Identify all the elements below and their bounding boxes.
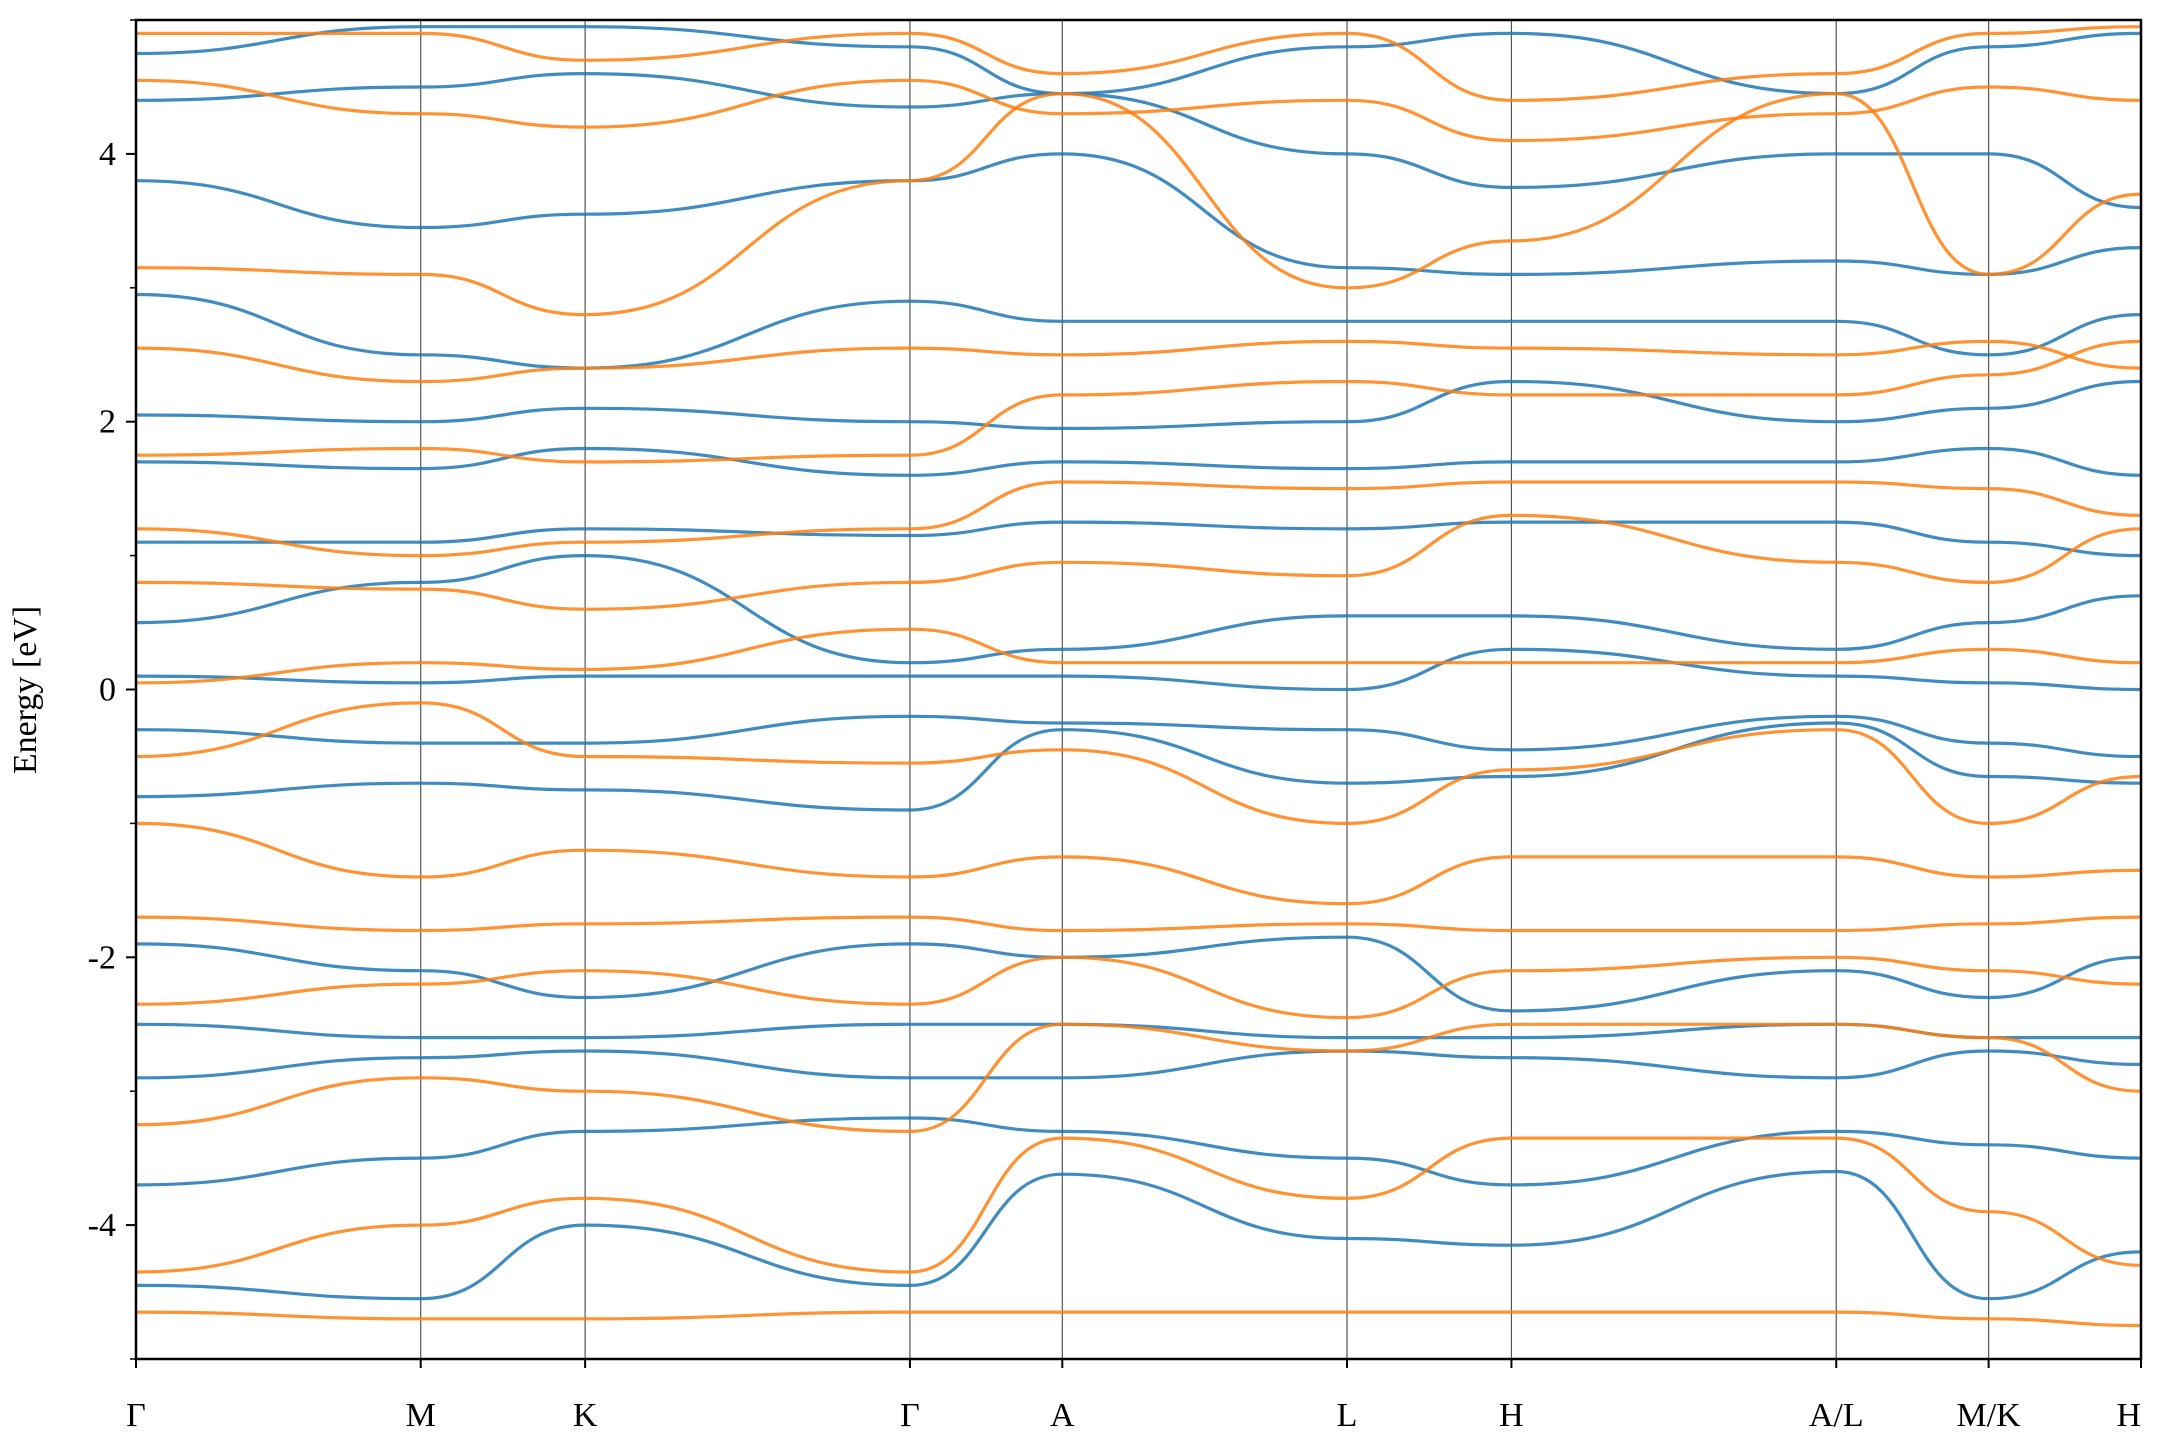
blue-band-line (136, 292, 2141, 370)
x-tick-label: L (1337, 1397, 1358, 1434)
blue-band-line (136, 520, 2141, 558)
x-tick-label: M/K (1957, 1397, 2022, 1434)
blue-band-line (136, 721, 2141, 812)
orange-band-line (136, 1136, 2141, 1274)
blue-band-line (136, 379, 2141, 431)
y-tick-label: 2 (99, 404, 116, 441)
orange-band-line (136, 339, 2141, 384)
blue-band-line (136, 553, 2141, 665)
x-tick-label: M (406, 1397, 436, 1434)
orange-band-line (136, 627, 2141, 685)
y-axis-label: Energy [eV] (7, 606, 44, 774)
blue-band-line (136, 935, 2141, 1013)
band-lines (136, 25, 2141, 1328)
y-tick-label: -2 (88, 939, 116, 976)
orange-band-line (136, 915, 2141, 933)
orange-band-line (136, 955, 2141, 1020)
high-symmetry-lines (420, 20, 1990, 1359)
x-tick-label: Γ (900, 1397, 920, 1434)
x-tick-label: H (2116, 1397, 2141, 1434)
orange-band-line (136, 78, 2141, 143)
blue-band-line (136, 714, 2141, 759)
blue-band-line (136, 25, 2141, 96)
y-tick-label: 0 (99, 672, 116, 709)
orange-band-line (136, 1310, 2141, 1328)
x-tick-label: A (1050, 1397, 1075, 1434)
orange-band-line (136, 25, 2141, 102)
x-tick-label: K (573, 1397, 598, 1434)
orange-band-line (136, 701, 2141, 826)
x-tick-label: Γ (126, 1397, 146, 1434)
orange-band-line (136, 91, 2141, 317)
x-axis: Γ M K Γ A L H A/L M/K H (126, 1359, 2142, 1434)
blue-band-line (136, 446, 2141, 477)
y-tick-label: -4 (88, 1207, 116, 1244)
x-tick-label: H (1499, 1397, 1524, 1434)
blue-band-line (136, 1169, 2141, 1301)
blue-band-line (136, 1116, 2141, 1187)
y-tick-label: 4 (99, 136, 116, 173)
orange-band-line (136, 339, 2141, 464)
blue-band-line (136, 1049, 2141, 1080)
orange-band-line (136, 821, 2141, 906)
blue-band-line (136, 152, 2141, 277)
blue-band-line (136, 647, 2141, 692)
x-tick-label: A/L (1809, 1397, 1864, 1434)
blue-band-line (136, 71, 2141, 210)
orange-band-line (136, 1022, 2141, 1134)
y-axis: -4 -2 0 2 4 (88, 19, 136, 1360)
orange-band-line (136, 480, 2141, 558)
orange-band-line (136, 513, 2141, 611)
